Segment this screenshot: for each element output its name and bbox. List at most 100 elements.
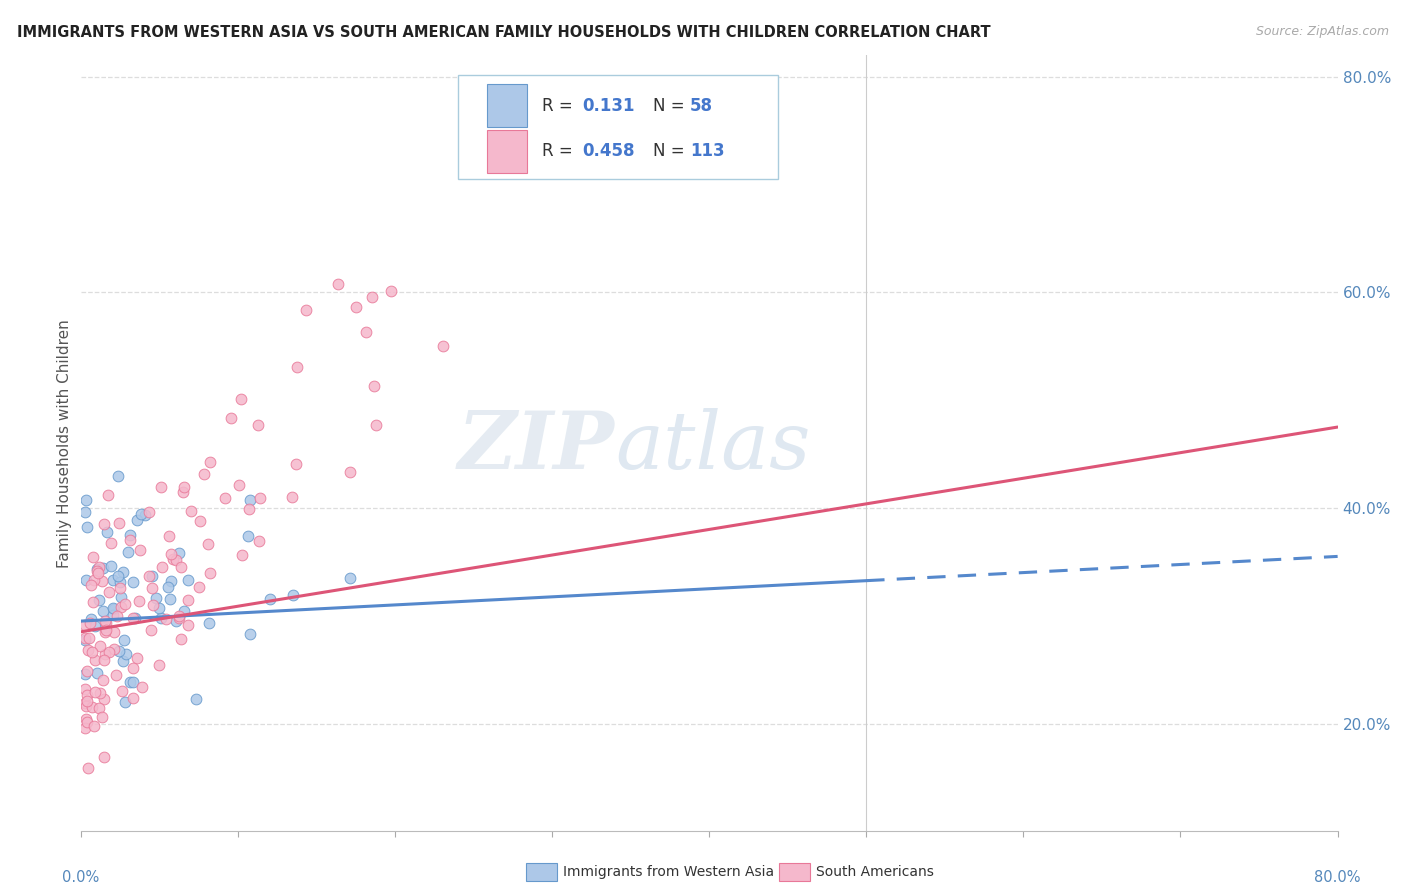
Point (145, 591, 167, 606)
Point (103, 601, 125, 615)
Point (346, 300, 368, 314)
Point (103, 642, 125, 657)
Point (91, 604, 114, 618)
Point (157, 529, 180, 543)
Point (198, 455, 221, 469)
Point (228, 477, 250, 491)
Text: N =: N = (652, 142, 685, 161)
Point (238, 501, 260, 516)
Point (79, 578, 101, 592)
Point (236, 529, 259, 543)
Point (76, 714, 98, 729)
Point (138, 569, 160, 583)
Point (110, 590, 132, 604)
Point (326, 277, 349, 292)
Text: Source: ZipAtlas.com: Source: ZipAtlas.com (1256, 25, 1389, 38)
Point (93, 692, 115, 706)
Point (219, 411, 242, 425)
Point (91, 673, 114, 687)
Point (294, 302, 316, 317)
Point (281, 588, 304, 602)
Point (214, 491, 236, 505)
Point (82, 550, 104, 565)
Point (107, 569, 129, 583)
Point (86, 665, 108, 680)
Point (93, 560, 115, 574)
Point (188, 514, 211, 528)
Point (96, 524, 118, 539)
Point (247, 417, 270, 432)
Point (149, 611, 172, 625)
Point (177, 618, 200, 632)
Point (125, 513, 148, 527)
Point (118, 527, 141, 541)
Point (361, 290, 384, 304)
Point (354, 325, 377, 339)
Point (82, 594, 104, 608)
Point (173, 480, 195, 494)
Point (239, 627, 262, 641)
Text: 0.131: 0.131 (582, 96, 634, 114)
Point (107, 469, 129, 483)
Point (83, 618, 105, 632)
Text: N =: N = (652, 96, 685, 114)
Point (112, 654, 135, 668)
Point (142, 598, 165, 612)
Point (148, 657, 170, 672)
Point (122, 575, 145, 590)
Text: 0.0%: 0.0% (62, 871, 100, 885)
Point (162, 552, 184, 566)
Point (79, 631, 101, 645)
Point (103, 574, 125, 588)
Point (121, 675, 143, 690)
Y-axis label: Family Households with Children: Family Households with Children (58, 318, 72, 567)
Point (108, 574, 131, 589)
Point (165, 553, 187, 567)
Point (172, 485, 194, 500)
Point (188, 581, 211, 595)
Point (177, 592, 200, 607)
Point (167, 611, 190, 625)
Point (75, 696, 97, 710)
Point (121, 661, 143, 675)
Point (94, 625, 117, 640)
Point (89, 701, 111, 715)
Point (285, 457, 308, 471)
Point (155, 612, 177, 626)
Point (75, 618, 97, 632)
Point (139, 623, 162, 637)
Point (86, 562, 108, 576)
Point (75, 493, 97, 508)
Point (100, 559, 122, 574)
Point (108, 644, 131, 658)
Point (167, 608, 190, 623)
Point (231, 548, 253, 562)
FancyBboxPatch shape (486, 130, 527, 172)
Point (118, 675, 141, 690)
FancyBboxPatch shape (457, 75, 778, 179)
Point (91, 709, 114, 723)
Point (105, 668, 128, 682)
Point (285, 359, 308, 374)
Point (124, 611, 146, 625)
Point (249, 534, 271, 549)
Text: IMMIGRANTS FROM WESTERN ASIA VS SOUTH AMERICAN FAMILY HOUSEHOLDS WITH CHILDREN C: IMMIGRANTS FROM WESTERN ASIA VS SOUTH AM… (17, 25, 990, 40)
Point (180, 504, 202, 518)
Point (75, 722, 97, 736)
Point (93, 615, 115, 629)
Text: 58: 58 (690, 96, 713, 114)
Point (149, 480, 172, 494)
Text: atlas: atlas (614, 409, 810, 486)
Point (77, 643, 100, 657)
Point (339, 466, 361, 480)
Point (112, 633, 135, 648)
Point (122, 611, 145, 625)
Point (79, 612, 101, 626)
Point (339, 571, 361, 585)
Point (111, 683, 134, 698)
Point (100, 535, 122, 549)
Point (197, 537, 219, 551)
Point (159, 591, 181, 606)
Point (97, 487, 120, 501)
Point (128, 593, 150, 607)
